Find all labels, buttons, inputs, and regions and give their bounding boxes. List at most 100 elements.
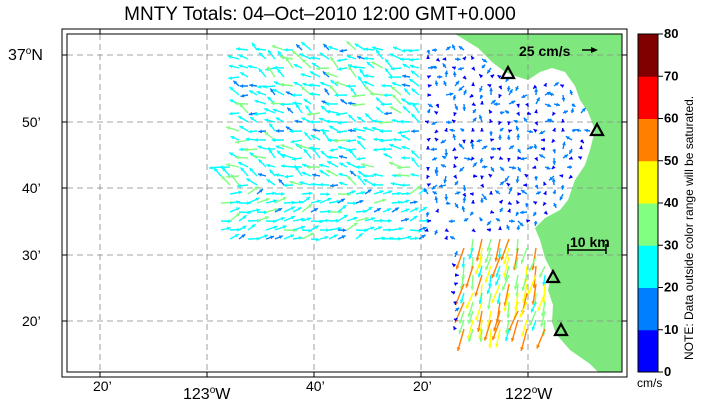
current-vector <box>515 175 520 184</box>
current-vector <box>479 85 483 93</box>
current-vector <box>454 80 460 87</box>
current-vector <box>291 50 303 60</box>
current-vector <box>504 265 510 281</box>
current-vector <box>491 319 501 341</box>
current-vector <box>525 102 530 107</box>
frame-ticks <box>62 29 627 377</box>
current-vector <box>258 52 267 60</box>
current-vector <box>400 199 410 204</box>
current-vector <box>325 72 339 78</box>
current-vector <box>364 206 373 213</box>
current-vector <box>493 102 501 107</box>
current-vector <box>272 88 285 96</box>
current-vector <box>227 55 240 60</box>
current-vector <box>289 129 303 134</box>
current-vector <box>515 200 520 205</box>
current-vector <box>319 228 330 233</box>
current-vector <box>230 174 240 186</box>
current-vector <box>452 326 457 331</box>
current-vector <box>247 223 257 231</box>
current-vector <box>430 147 438 152</box>
current-vector <box>289 180 303 186</box>
current-vector <box>462 139 466 144</box>
current-vector <box>449 235 456 240</box>
current-vector <box>263 107 276 114</box>
current-vector <box>283 234 295 240</box>
current-vector <box>310 225 320 231</box>
current-vector <box>381 147 393 152</box>
current-vector <box>229 207 241 213</box>
current-vector <box>275 129 285 133</box>
current-vector <box>462 75 467 80</box>
current-vector <box>562 141 566 150</box>
current-vector <box>229 190 243 195</box>
site-marker-triangle <box>589 121 605 137</box>
current-vector <box>248 112 258 116</box>
current-vector <box>551 111 556 116</box>
current-vector <box>503 256 510 277</box>
current-vector <box>273 65 285 70</box>
current-vector <box>337 204 347 213</box>
current-vector <box>402 74 411 79</box>
current-vector <box>462 56 467 61</box>
current-vector <box>459 127 465 133</box>
current-vector <box>469 139 475 144</box>
current-vector <box>553 81 560 87</box>
current-vector <box>434 168 439 177</box>
current-vector <box>513 274 519 290</box>
current-vector <box>444 235 448 241</box>
lon-label-20-right: 20’ <box>413 378 432 394</box>
current-vector <box>453 163 457 169</box>
current-vector <box>248 89 258 96</box>
current-vector <box>301 191 313 196</box>
current-vector <box>311 62 321 69</box>
current-vector <box>442 57 447 61</box>
current-vector <box>565 135 573 141</box>
current-vector <box>328 234 338 240</box>
current-vector <box>552 189 557 195</box>
current-vector <box>480 183 485 188</box>
current-vector <box>483 319 492 341</box>
current-vector <box>301 58 312 69</box>
current-vector <box>463 156 472 161</box>
current-vector <box>476 138 483 143</box>
current-vector <box>445 120 452 125</box>
current-vector <box>410 70 420 78</box>
current-vector <box>470 142 475 150</box>
current-vector <box>580 107 587 114</box>
current-vector <box>371 182 384 187</box>
current-vector <box>310 237 320 242</box>
current-vector <box>269 88 276 96</box>
current-vector <box>388 75 402 80</box>
current-vector <box>337 228 347 233</box>
current-vector <box>559 193 564 201</box>
current-vector <box>384 111 393 116</box>
current-vector <box>391 200 402 205</box>
colorbar-segment <box>638 118 658 162</box>
current-vector <box>346 201 357 206</box>
current-vector <box>498 134 502 141</box>
current-vector <box>436 75 443 79</box>
current-vector <box>292 225 306 231</box>
current-vector <box>271 45 285 51</box>
current-vector <box>279 82 294 87</box>
current-vector <box>506 85 511 92</box>
current-vector <box>364 188 372 195</box>
current-vector <box>486 283 492 295</box>
current-vector <box>454 191 461 196</box>
current-vector <box>432 65 438 70</box>
current-vector <box>477 265 483 278</box>
current-vector <box>303 131 312 141</box>
current-vector <box>373 147 384 152</box>
current-vector <box>569 89 574 96</box>
current-vector <box>292 157 303 161</box>
current-vector <box>506 301 511 319</box>
current-vector <box>568 148 573 155</box>
current-vector <box>328 199 341 204</box>
current-vector <box>283 215 296 222</box>
current-vector <box>334 93 348 98</box>
current-vector <box>516 111 521 116</box>
current-vector <box>337 67 348 71</box>
current-vector <box>441 155 447 160</box>
current-vector <box>532 211 537 217</box>
